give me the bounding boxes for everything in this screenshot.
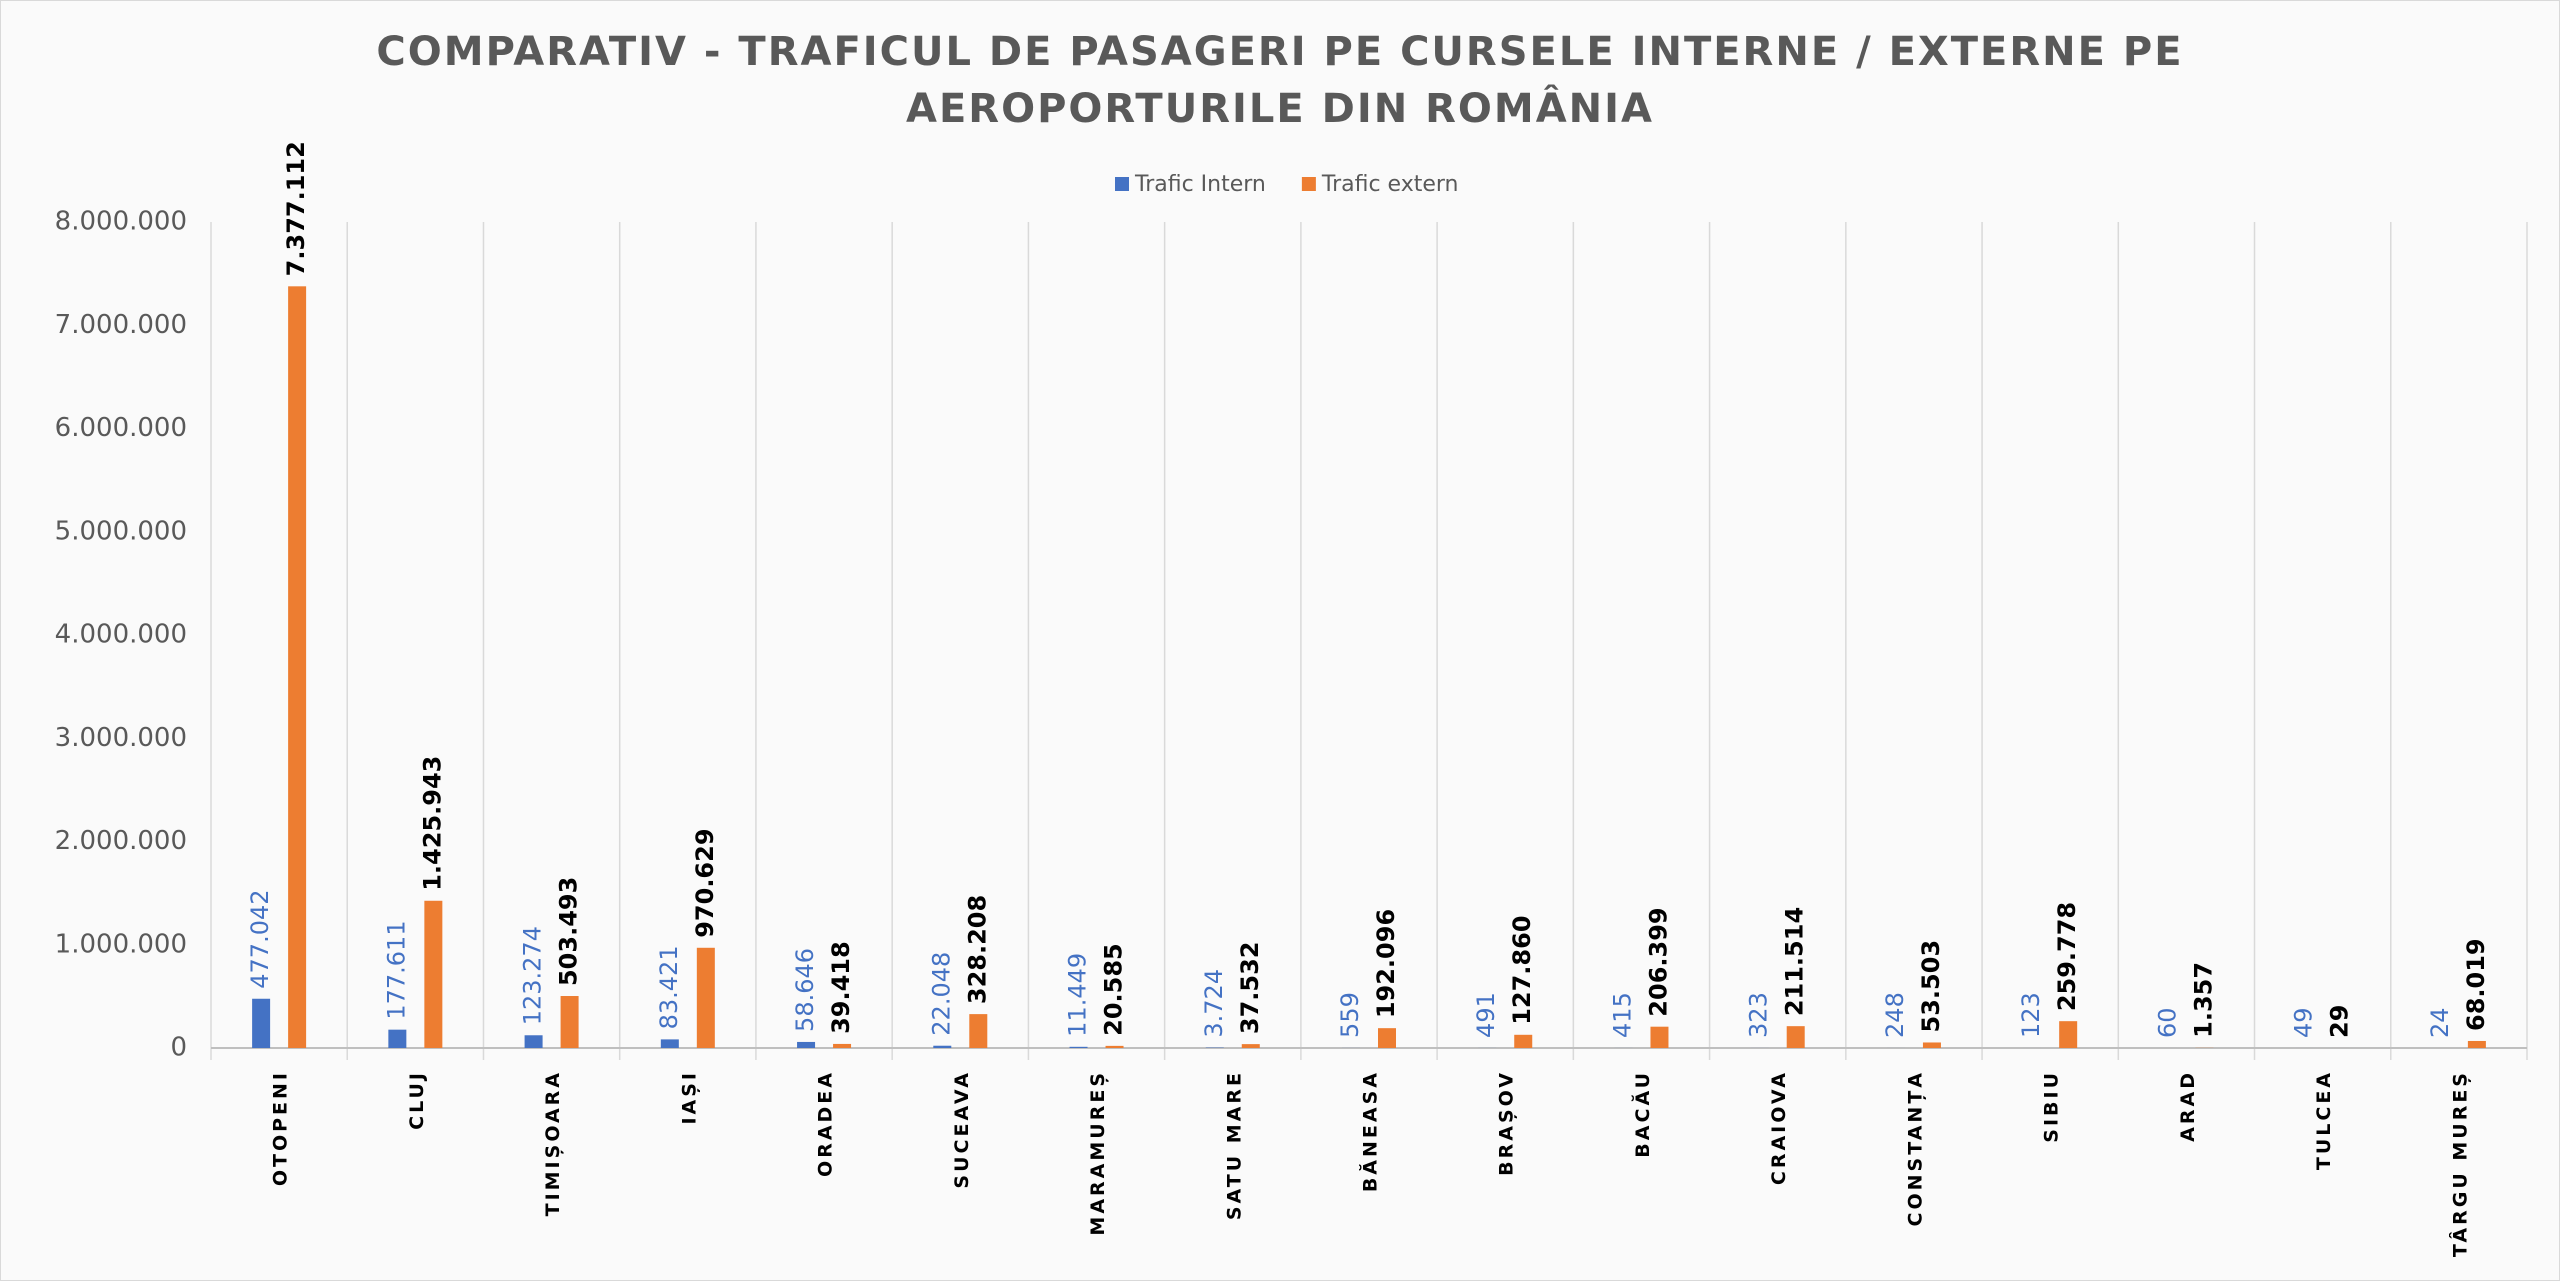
x-tick-label: CLUJ xyxy=(406,1070,428,1130)
y-tick-label: 5.000.000 xyxy=(55,516,187,546)
x-tick-label: BRAȘOV xyxy=(1496,1070,1518,1176)
data-label: 29 xyxy=(2326,1005,2354,1038)
x-tick-label: ORADEA xyxy=(815,1070,837,1177)
data-label: 39.418 xyxy=(827,941,855,1034)
x-tick-label: SATU MARE xyxy=(1223,1070,1245,1220)
data-label: 259.778 xyxy=(2053,902,2081,1011)
y-tick-label: 0 xyxy=(170,1033,187,1063)
data-label: 503.493 xyxy=(555,877,583,986)
y-tick-label: 4.000.000 xyxy=(55,620,187,650)
bar xyxy=(1922,1042,1941,1048)
data-label: 60 xyxy=(2153,1007,2181,1038)
bar xyxy=(1241,1044,1260,1048)
bar xyxy=(288,286,307,1048)
bar xyxy=(1650,1026,1669,1048)
legend-swatch xyxy=(1301,177,1316,191)
data-label: 323 xyxy=(1745,992,1773,1038)
bar xyxy=(388,1029,407,1048)
x-tick-label: TULCEA xyxy=(2313,1070,2335,1170)
data-label: 123 xyxy=(2017,992,2045,1038)
bar xyxy=(797,1041,816,1048)
data-label: 248 xyxy=(1881,992,1909,1038)
chart-title: COMPARATIV - TRAFICUL DE PASAGERI PE CUR… xyxy=(376,29,2183,75)
data-label: 20.585 xyxy=(1100,943,1128,1036)
y-tick-label: 2.000.000 xyxy=(55,826,187,856)
bar xyxy=(1514,1034,1533,1048)
data-label: 22.048 xyxy=(927,952,955,1036)
bar xyxy=(2467,1040,2486,1048)
data-label: 206.399 xyxy=(1644,907,1672,1016)
data-label: 192.096 xyxy=(1372,909,1400,1018)
bar xyxy=(933,1045,952,1048)
x-tick-label: IAȘI xyxy=(678,1070,700,1125)
bar xyxy=(969,1014,988,1048)
data-label: 24 xyxy=(2426,1007,2454,1038)
y-tick-label: 8.000.000 xyxy=(55,207,187,237)
x-tick-label: CRAIOVA xyxy=(1768,1070,1790,1185)
bar xyxy=(1378,1028,1396,1048)
bar xyxy=(1069,1046,1088,1048)
y-tick-label: 3.000.000 xyxy=(55,723,187,753)
data-label: 58.646 xyxy=(791,948,819,1032)
data-label: 7.377.112 xyxy=(282,141,310,276)
data-label: 123.274 xyxy=(519,926,547,1025)
x-tick-label: TIMIȘOARA xyxy=(542,1070,564,1216)
bar xyxy=(1105,1045,1124,1048)
x-tick-label: CONSTANȚA xyxy=(1904,1070,1926,1226)
data-label: 1.357 xyxy=(2189,962,2217,1038)
x-tick-label: OTOPENI xyxy=(270,1070,292,1186)
data-label: 68.019 xyxy=(2462,938,2490,1031)
y-tick-label: 1.000.000 xyxy=(55,929,187,959)
y-tick-label: 6.000.000 xyxy=(55,413,187,443)
x-tick-label: SIBIU xyxy=(2041,1070,2063,1143)
legend-swatch xyxy=(1115,177,1129,191)
x-tick-label: SUCEAVA xyxy=(951,1070,973,1189)
bar xyxy=(696,947,715,1048)
legend-label: Trafic extern xyxy=(1321,172,1459,197)
data-label: 970.629 xyxy=(691,828,719,937)
data-label: 3.724 xyxy=(1200,969,1228,1038)
bar xyxy=(560,996,579,1048)
x-tick-label: ARAD xyxy=(2177,1070,2199,1142)
bar xyxy=(1786,1026,1805,1048)
y-tick-label: 7.000.000 xyxy=(55,310,187,340)
x-tick-label: BĂNEASA xyxy=(1358,1070,1382,1192)
data-label: 415 xyxy=(1608,992,1636,1038)
legend-label: Trafic Intern xyxy=(1134,172,1266,197)
data-label: 477.042 xyxy=(246,889,274,988)
data-label: 328.208 xyxy=(963,895,991,1004)
data-label: 177.611 xyxy=(382,920,410,1019)
bar xyxy=(524,1035,543,1048)
bar xyxy=(424,900,443,1048)
data-label: 83.421 xyxy=(655,945,683,1029)
data-label: 127.860 xyxy=(1508,915,1536,1024)
data-label: 11.449 xyxy=(1064,953,1092,1037)
data-label: 491 xyxy=(1472,992,1500,1038)
bar xyxy=(2059,1021,2078,1048)
x-tick-label: BACĂU xyxy=(1630,1070,1654,1158)
data-label: 49 xyxy=(2290,1007,2318,1038)
data-label: 1.425.943 xyxy=(418,756,446,891)
data-label: 37.532 xyxy=(1236,941,1264,1034)
chart-subtitle: AEROPORTURILE DIN ROMÂNIA xyxy=(906,84,1654,132)
data-label: 211.514 xyxy=(1781,907,1809,1016)
x-tick-label: MARAMUREȘ xyxy=(1087,1070,1109,1236)
bar xyxy=(252,998,271,1048)
data-label: 53.503 xyxy=(1917,940,1945,1033)
bar xyxy=(833,1043,852,1048)
bar xyxy=(660,1039,679,1048)
data-label: 559 xyxy=(1336,992,1364,1038)
x-tick-label: TÂRGU MUREȘ xyxy=(2448,1070,2471,1257)
